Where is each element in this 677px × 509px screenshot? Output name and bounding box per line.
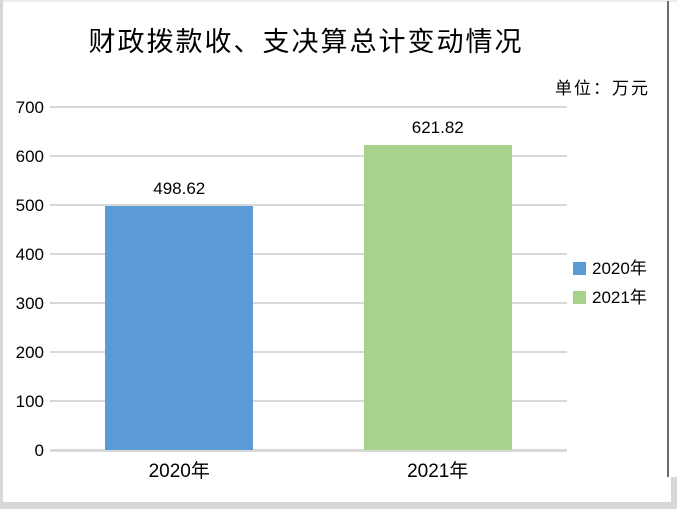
y-tick-label: 400 (15, 244, 44, 264)
y-tick-label: 300 (15, 293, 44, 313)
page-border-top (0, 0, 677, 2)
bar-2020年 (105, 205, 254, 450)
x-axis-label-2020年: 2020年 (148, 461, 210, 482)
unit-label: 单位：万元 (555, 79, 650, 99)
legend-label: 2021年 (592, 287, 647, 307)
page-border-bottom (0, 502, 677, 509)
x-axis-line (50, 448, 567, 452)
y-tick-label: 700 (15, 97, 44, 117)
chart-title: 财政拨款收、支决算总计变动情况 (88, 27, 524, 58)
bar-2021年 (363, 145, 512, 450)
gridline (50, 253, 567, 255)
legend-label: 2020年 (592, 258, 647, 278)
legend-swatch-icon (573, 290, 586, 304)
gridline (50, 106, 567, 108)
gridline (50, 155, 567, 157)
value-label-2021年: 621.82 (411, 118, 464, 138)
y-tick-label: 100 (15, 391, 44, 411)
gridline (50, 302, 567, 304)
page-border-right (667, 1, 669, 477)
page-border-right-band (671, 477, 677, 509)
page-border-left (0, 0, 3, 509)
legend-entry-2021年: 2021年 (573, 286, 647, 308)
y-tick-label: 600 (15, 146, 44, 166)
y-tick-label: 500 (15, 195, 44, 215)
y-tick-label: 0 (34, 440, 44, 460)
legend-swatch-icon (573, 261, 586, 275)
gridline (50, 400, 567, 402)
legend: 2020年 2021年 (573, 257, 647, 315)
value-label-2020年: 498.62 (153, 178, 206, 198)
gridline (50, 204, 567, 206)
gridline (50, 351, 567, 353)
y-tick-label: 200 (15, 342, 44, 362)
x-axis-label-2021年: 2021年 (407, 461, 469, 482)
legend-entry-2020年: 2020年 (573, 257, 647, 279)
